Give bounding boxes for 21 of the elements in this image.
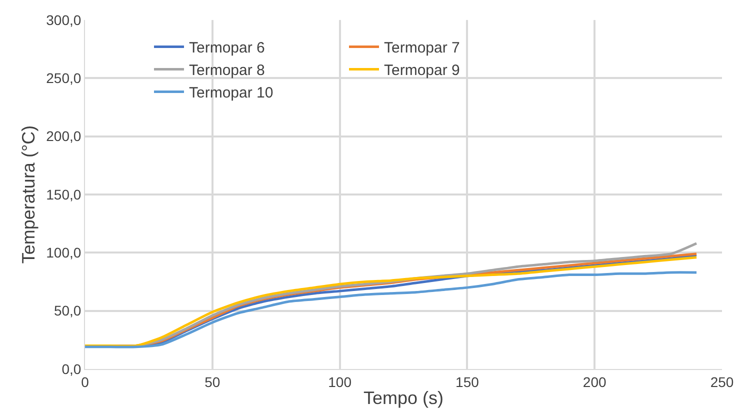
- line-series: [85, 271, 698, 348]
- x-tick-label: 150: [456, 374, 480, 390]
- x-tick-label: 50: [204, 374, 220, 390]
- y-tick-label: 100,0: [46, 244, 82, 261]
- legend-label: Termopar 10: [189, 84, 274, 102]
- y-tick-label: 150,0: [46, 186, 82, 202]
- y-tick-label: 0,0: [62, 360, 82, 377]
- x-tick-label: 0: [81, 374, 90, 390]
- legend-label: Termopar 6: [189, 40, 265, 57]
- legend-label: Termopar 7: [384, 40, 460, 57]
- legend-label: Termopar 9: [384, 62, 460, 80]
- x-tick-label: 200: [582, 374, 606, 390]
- y-tick-label: 250,0: [46, 70, 82, 86]
- x-tick-label: 250: [710, 374, 734, 390]
- x-tick-label: 100: [328, 374, 352, 390]
- x-axis-title: Tempo (s): [363, 388, 444, 408]
- y-axis-title: Temperatura (°C): [18, 125, 38, 264]
- y-tick-label: 50,0: [54, 302, 82, 319]
- y-tick-label: 300,0: [46, 12, 82, 28]
- y-tick-label: 200,0: [46, 128, 82, 144]
- legend-label: Termopar 8: [189, 62, 265, 80]
